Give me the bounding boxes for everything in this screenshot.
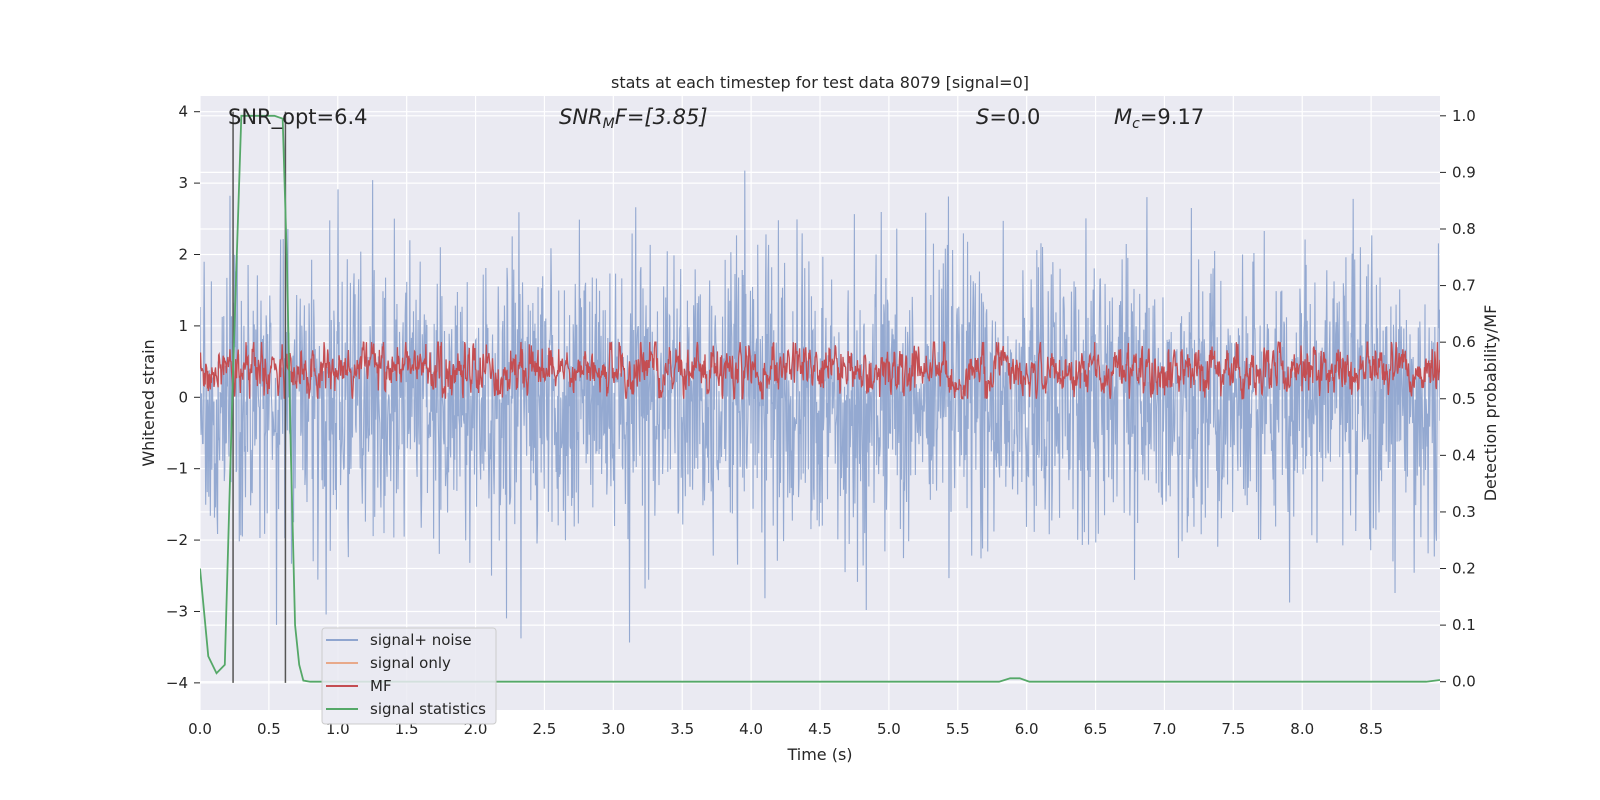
y-tick-label-left: 0: [178, 388, 188, 406]
legend-label-signal-noise: signal+ noise: [370, 631, 472, 649]
y-tick-label-left: 4: [178, 103, 188, 121]
y-tick-label-left: −2: [166, 531, 188, 549]
annotation-snr-mf: SNRMF=[3.85]: [559, 105, 708, 132]
x-tick-label: 7.0: [1153, 720, 1177, 738]
chart-title: stats at each timestep for test data 807…: [611, 73, 1029, 92]
x-ticks: 0.0 0.5 1.0 1.5 2.0 2.5 3.0 3.5 4.0 4.5 5.0 5.5 6.0 6…: [188, 720, 1383, 738]
annotation-snr-mf-value: F=[3.85]: [615, 105, 708, 129]
y-tick-label-right: 0.3: [1452, 503, 1476, 521]
y-tick-label-right: 0.4: [1452, 446, 1476, 464]
x-tick-label: 3.5: [670, 720, 694, 738]
x-tick-label: 8.0: [1290, 720, 1314, 738]
x-tick-label: 5.5: [946, 720, 970, 738]
y-tick-label-left: −1: [166, 460, 188, 478]
y-tick-label-right: 0.5: [1452, 390, 1476, 408]
annotation-snr-opt: SNR_opt=6.4: [228, 105, 368, 130]
data-layer: [200, 111, 1440, 683]
y-axis-label-left: Whitened strain: [139, 339, 158, 466]
y-tick-label-right: 0.2: [1452, 560, 1476, 578]
y-tick-label-left: 3: [178, 174, 188, 192]
series-signal-noise: [200, 170, 1440, 643]
legend-item-signal-noise: signal+ noise: [326, 631, 472, 649]
annotation-s-symbol: S: [976, 105, 989, 129]
y-tick-label-right: 0.0: [1452, 673, 1476, 691]
y-tick-label-left: 1: [178, 317, 188, 335]
series-mf: [200, 341, 1440, 400]
y-tick-label-right: 1.0: [1452, 107, 1476, 125]
legend-item-mf: MF: [326, 677, 392, 695]
legend-label-signal-statistics: signal statistics: [370, 700, 486, 718]
y-tick-label-left: −4: [166, 674, 188, 692]
legend-item-signal-statistics: signal statistics: [326, 700, 486, 718]
annotation-snr-mf-subscript: M: [603, 116, 615, 132]
y-tick-label-right: 0.8: [1452, 220, 1476, 238]
legend-label-mf: MF: [370, 677, 392, 695]
x-tick-label: 4.5: [808, 720, 832, 738]
y-tick-label-right: 0.1: [1452, 616, 1476, 634]
x-tick-label: 7.5: [1221, 720, 1245, 738]
annotation-s-value: =0.0: [989, 105, 1040, 129]
x-tick-label: 6.0: [1015, 720, 1039, 738]
legend-item-signal-only: signal only: [326, 654, 451, 672]
annotation-snr-mf-symbol: SNR: [559, 105, 603, 129]
y-tick-label-right: 0.7: [1452, 277, 1476, 295]
x-tick-label: 5.0: [877, 720, 901, 738]
x-tick-label: 0.0: [188, 720, 212, 738]
x-tick-label: 0.5: [257, 720, 281, 738]
y-axis-label-right: Detection probability/MF: [1481, 305, 1500, 502]
y-ticks-right: 1.0 0.9 0.8 0.7 0.6 0.5 0.4 0.3 0.2 0.1 0.0: [1440, 107, 1476, 691]
series-signal-statistics: [200, 114, 1440, 683]
y-ticks-left: 4 3 2 1 0 −1 −2 −3 −4: [166, 103, 200, 692]
y-tick-label-right: 0.6: [1452, 333, 1476, 351]
y-tick-label-right: 0.9: [1452, 163, 1476, 181]
x-tick-label: 3.0: [601, 720, 625, 738]
legend: signal+ noise signal only MF signal stat…: [321, 627, 497, 725]
annotation-mc-subscript: c: [1132, 116, 1140, 132]
annotation-s: S=0.0: [976, 105, 1040, 129]
x-tick-label: 6.5: [1084, 720, 1108, 738]
annotation-mc-symbol: M: [1114, 105, 1132, 129]
x-tick-label: 2.5: [533, 720, 557, 738]
y-tick-label-left: −3: [166, 602, 188, 620]
annotation-mc-value: =9.17: [1140, 105, 1204, 129]
x-axis-label: Time (s): [786, 745, 852, 764]
x-tick-label: 8.5: [1359, 720, 1383, 738]
y-tick-label-left: 2: [178, 245, 188, 263]
legend-label-signal-only: signal only: [370, 654, 451, 672]
x-tick-label: 4.0: [739, 720, 763, 738]
legend-box: [321, 627, 497, 725]
annotation-mc: Mc=9.17: [1114, 105, 1204, 132]
